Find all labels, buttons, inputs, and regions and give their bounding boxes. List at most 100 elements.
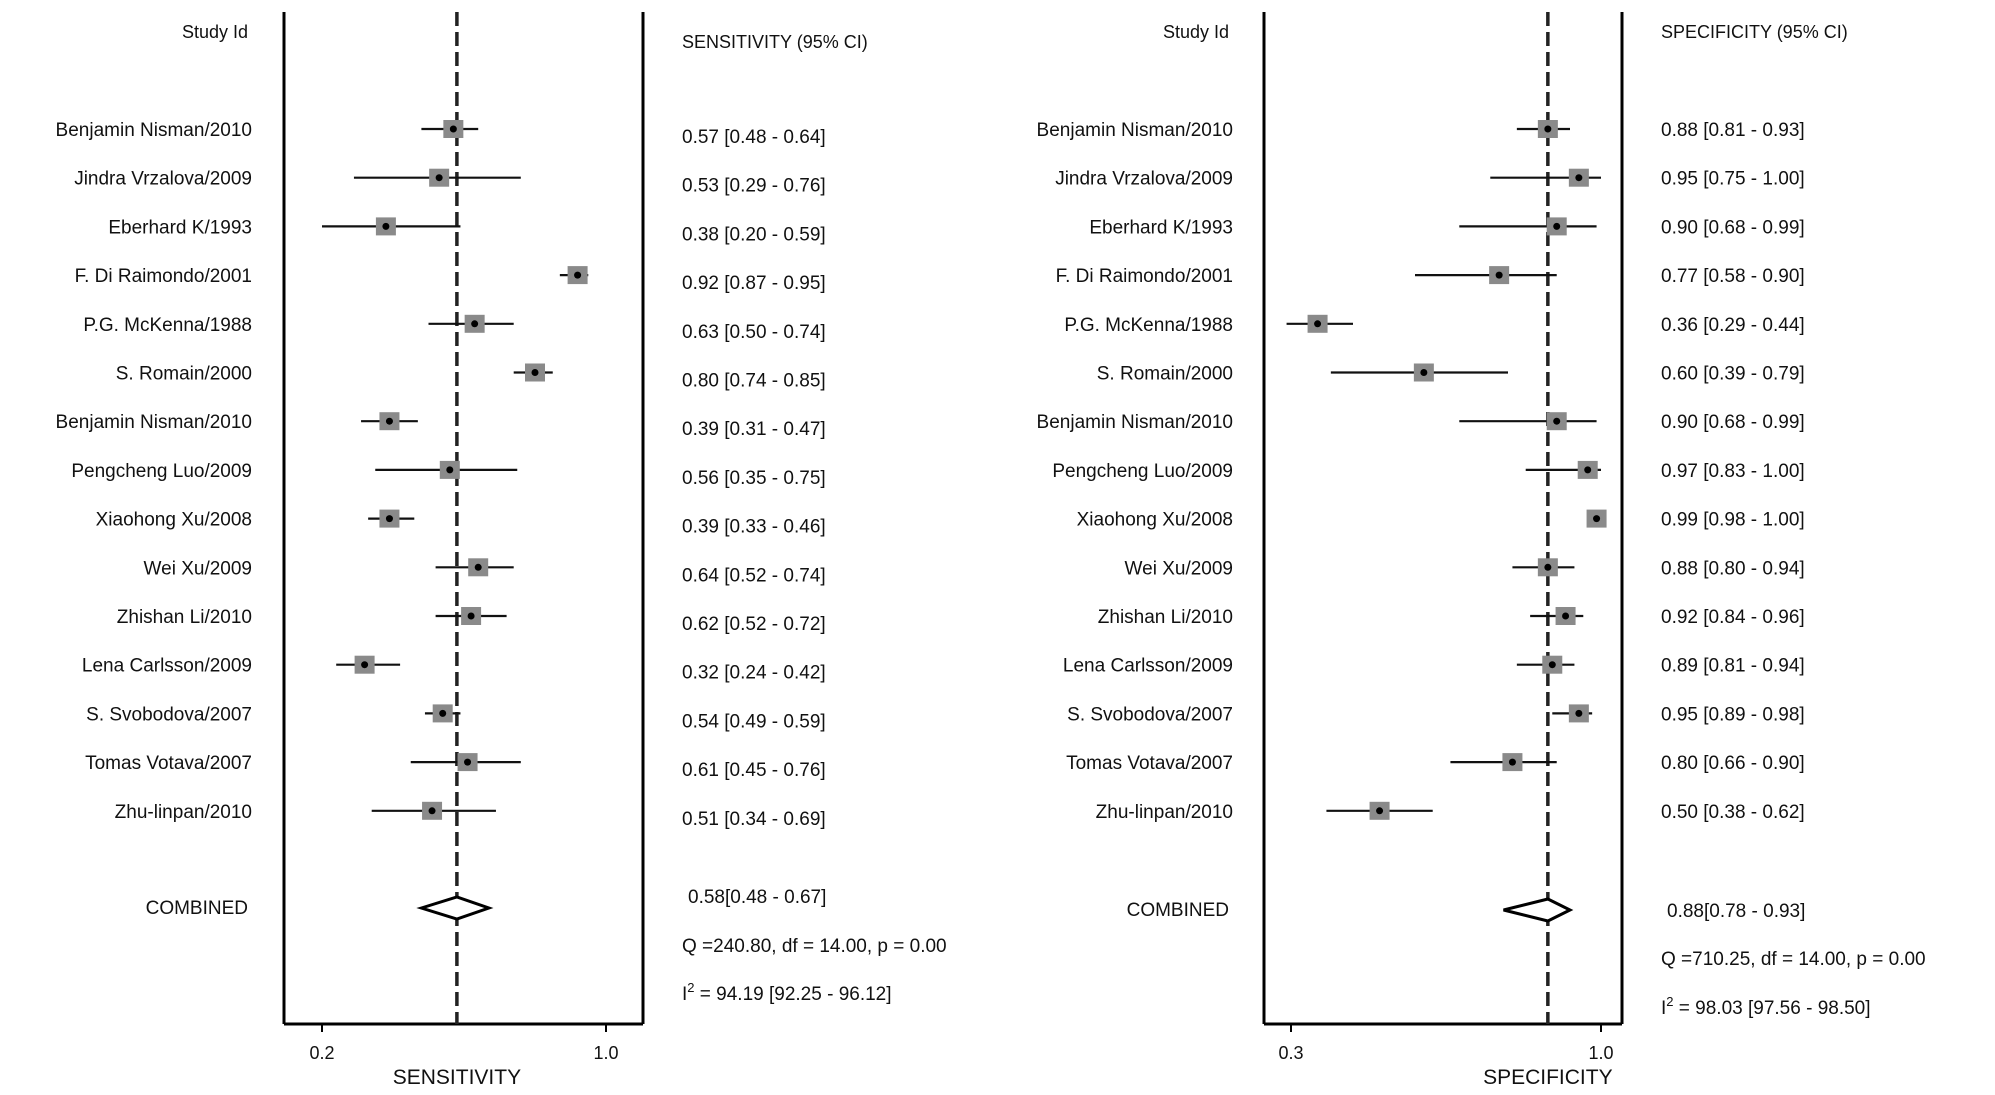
study-row: Eberhard K/1993 0.38 [0.20 - 0.59]	[108, 217, 826, 245]
study-estimate-text: 0.39 [0.33 - 0.46]	[682, 517, 826, 538]
study-row: P.G. McKenna/1988 0.36 [0.29 - 0.44]	[1064, 314, 1805, 336]
study-estimate-text: 0.51 [0.34 - 0.69]	[682, 809, 826, 830]
study-label: Xiaohong Xu/2008	[96, 510, 252, 531]
heterogeneity-q-text: Q =240.80, df = 14.00, p = 0.00	[682, 936, 947, 957]
study-label: Jindra Vrzalova/2009	[1055, 169, 1233, 190]
combined-estimate-text: 0.88[0.78 - 0.93]	[1667, 901, 1805, 922]
study-estimate-text: 0.95 [0.75 - 1.00]	[1661, 169, 1805, 190]
study-estimate-text: 0.56 [0.35 - 0.75]	[682, 468, 826, 489]
study-estimate-text: 0.60 [0.39 - 0.79]	[1661, 364, 1805, 385]
study-row: Jindra Vrzalova/2009 0.95 [0.75 - 1.00]	[1055, 168, 1805, 190]
study-estimate-text: 0.90 [0.68 - 0.99]	[1661, 217, 1805, 238]
combined-diamond	[416, 895, 494, 921]
study-row: Xiaohong Xu/2008 0.39 [0.33 - 0.46]	[96, 510, 826, 538]
point-estimate-dot	[574, 271, 582, 279]
study-label: Pengcheng Luo/2009	[71, 461, 252, 482]
point-estimate-dot	[446, 466, 454, 474]
i-squared-text: I2 = 94.19 [92.25 - 96.12]	[682, 980, 892, 1005]
study-row: S. Svobodova/2007 0.95 [0.89 - 0.98]	[1067, 704, 1805, 725]
heterogeneity-q-text: Q =710.25, df = 14.00, p = 0.00	[1661, 949, 1926, 970]
study-label: F. Di Raimondo/2001	[75, 266, 252, 287]
study-row: S. Romain/2000 0.60 [0.39 - 0.79]	[1097, 363, 1805, 385]
study-label: P.G. McKenna/1988	[83, 315, 252, 336]
study-estimate-text: 0.80 [0.66 - 0.90]	[1661, 753, 1805, 774]
study-label: Benjamin Nisman/2010	[1037, 412, 1233, 433]
study-label: Jindra Vrzalova/2009	[74, 169, 252, 190]
study-row: Benjamin Nisman/2010 0.88 [0.81 - 0.93]	[1037, 120, 1805, 141]
point-estimate-dot	[1593, 515, 1601, 523]
study-row: Zhishan Li/2010 0.62 [0.52 - 0.72]	[117, 607, 826, 635]
study-row: Zhishan Li/2010 0.92 [0.84 - 0.96]	[1098, 607, 1805, 628]
point-estimate-dot	[1562, 612, 1570, 620]
study-row: S. Romain/2000 0.80 [0.74 - 0.85]	[116, 363, 826, 392]
study-label: Eberhard K/1993	[108, 217, 252, 238]
study-id-header: Study Id	[1163, 22, 1229, 42]
study-row: P.G. McKenna/1988 0.63 [0.50 - 0.74]	[83, 314, 826, 343]
study-estimate-text: 0.50 [0.38 - 0.62]	[1661, 802, 1805, 823]
study-estimate-text: 0.80 [0.74 - 0.85]	[682, 371, 826, 392]
study-label: S. Svobodova/2007	[1067, 704, 1233, 725]
study-estimate-text: 0.57 [0.48 - 0.64]	[682, 127, 826, 148]
study-estimate-text: 0.61 [0.45 - 0.76]	[682, 760, 826, 781]
study-row: Zhu-linpan/2010 0.51 [0.34 - 0.69]	[115, 801, 826, 830]
i-squared-text: I2 = 98.03 [97.56 - 98.50]	[1661, 994, 1871, 1019]
x-tick-label: 1.0	[1588, 1043, 1613, 1063]
study-label: S. Romain/2000	[1097, 364, 1233, 385]
study-row: Zhu-linpan/2010 0.50 [0.38 - 0.62]	[1096, 801, 1805, 823]
study-estimate-text: 0.38 [0.20 - 0.59]	[682, 224, 826, 245]
point-estimate-dot	[385, 417, 393, 425]
point-estimate-dot	[428, 807, 436, 815]
point-estimate-dot	[471, 320, 479, 328]
point-estimate-dot	[1314, 320, 1322, 328]
point-estimate-dot	[474, 563, 482, 571]
study-estimate-text: 0.63 [0.50 - 0.74]	[682, 322, 826, 343]
point-estimate-dot	[1575, 174, 1583, 182]
study-label: Tomas Votava/2007	[1066, 753, 1233, 774]
study-estimate-text: 0.90 [0.68 - 0.99]	[1661, 412, 1805, 433]
study-estimate-text: 0.92 [0.87 - 0.95]	[682, 273, 826, 294]
study-estimate-text: 0.53 [0.29 - 0.76]	[682, 176, 826, 197]
study-label: Benjamin Nisman/2010	[56, 412, 252, 433]
study-row: S. Svobodova/2007 0.54 [0.49 - 0.59]	[86, 704, 826, 732]
point-estimate-dot	[1584, 466, 1592, 474]
point-estimate-dot	[467, 612, 475, 620]
x-tick-label: 0.2	[309, 1043, 334, 1063]
study-estimate-text: 0.99 [0.98 - 1.00]	[1661, 510, 1805, 531]
point-estimate-dot	[1376, 807, 1384, 815]
value-column-header: SENSITIVITY (95% CI)	[682, 32, 868, 52]
point-estimate-dot	[1575, 709, 1583, 717]
x-axis-title: SPECIFICITY	[1483, 1066, 1613, 1089]
point-estimate-dot	[1508, 758, 1516, 766]
study-label: Pengcheng Luo/2009	[1052, 461, 1233, 482]
study-estimate-text: 0.36 [0.29 - 0.44]	[1661, 315, 1805, 336]
study-label: Lena Carlsson/2009	[82, 656, 252, 677]
study-estimate-text: 0.88 [0.80 - 0.94]	[1661, 558, 1805, 579]
study-row: Benjamin Nisman/2010 0.90 [0.68 - 0.99]	[1037, 412, 1805, 433]
study-row: Xiaohong Xu/2008 0.99 [0.98 - 1.00]	[1077, 510, 1805, 531]
study-label: Wei Xu/2009	[144, 558, 252, 579]
study-row: Pengcheng Luo/2009 0.56 [0.35 - 0.75]	[71, 460, 826, 489]
study-label: Tomas Votava/2007	[85, 753, 252, 774]
combined-label: COMBINED	[146, 898, 248, 919]
study-row: Wei Xu/2009 0.64 [0.52 - 0.74]	[144, 558, 826, 586]
point-estimate-dot	[449, 125, 457, 133]
study-estimate-text: 0.39 [0.31 - 0.47]	[682, 419, 826, 440]
point-estimate-dot	[1553, 222, 1561, 230]
study-row: Lena Carlsson/2009 0.32 [0.24 - 0.42]	[82, 655, 826, 684]
point-estimate-dot	[435, 174, 443, 182]
combined-label: COMBINED	[1127, 900, 1229, 921]
value-column-header: SPECIFICITY (95% CI)	[1661, 22, 1848, 42]
study-label: Benjamin Nisman/2010	[56, 120, 252, 141]
study-label: Xiaohong Xu/2008	[1077, 510, 1233, 531]
sensitivity-panel: Study Id SENSITIVITY (95% CI) 0.2 1.0 SENSIT…	[56, 12, 947, 1089]
study-row: F. Di Raimondo/2001 0.92 [0.87 - 0.95]	[75, 266, 826, 294]
study-estimate-text: 0.62 [0.52 - 0.72]	[682, 614, 826, 635]
study-label: Benjamin Nisman/2010	[1037, 120, 1233, 141]
study-id-header: Study Id	[182, 22, 248, 42]
point-estimate-dot	[1420, 369, 1428, 376]
study-row: Benjamin Nisman/2010 0.39 [0.31 - 0.47]	[56, 412, 826, 440]
study-row: Lena Carlsson/2009 0.89 [0.81 - 0.94]	[1063, 655, 1805, 677]
study-row: Tomas Votava/2007 0.61 [0.45 - 0.76]	[85, 753, 826, 781]
study-estimate-text: 0.89 [0.81 - 0.94]	[1661, 656, 1805, 677]
point-estimate-dot	[361, 661, 369, 669]
